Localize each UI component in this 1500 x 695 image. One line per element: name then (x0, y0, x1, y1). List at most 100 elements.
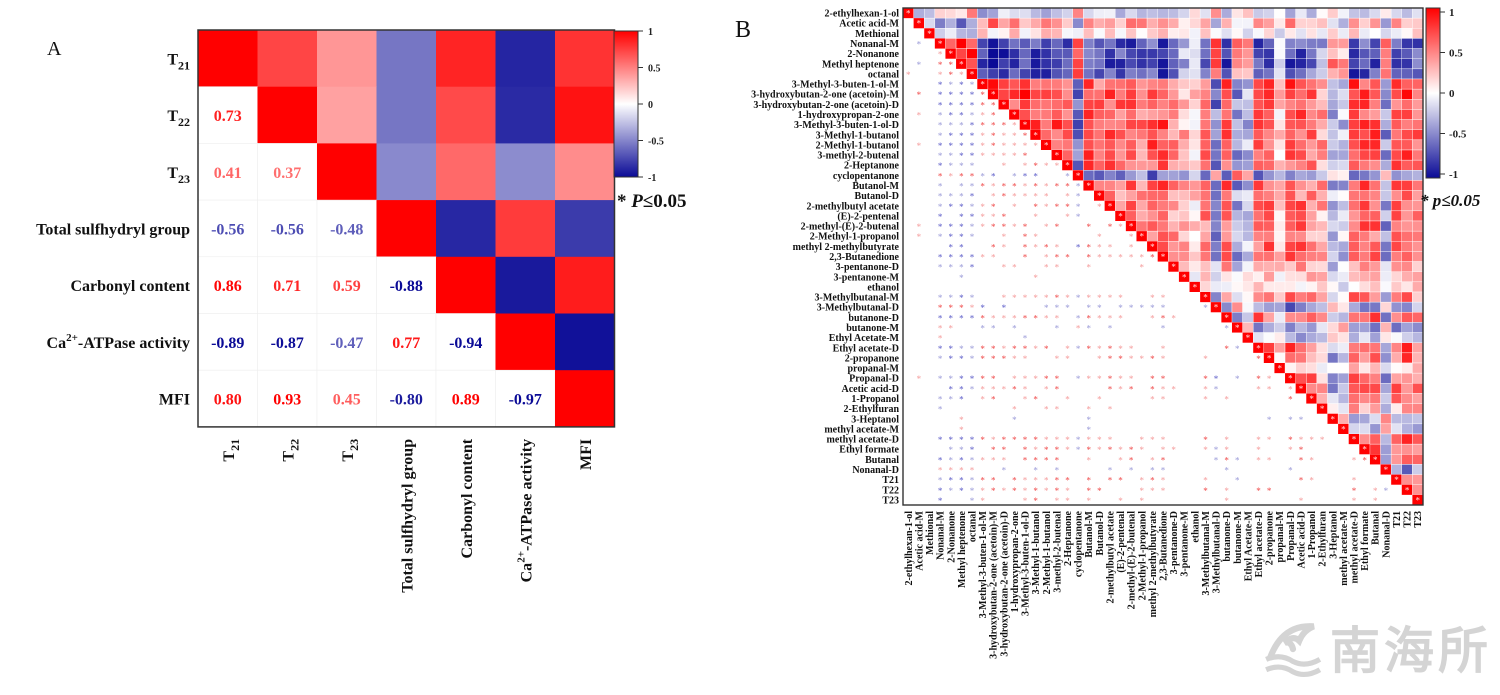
heatmap-b-cell (1263, 68, 1275, 80)
heatmap-b-cell (1040, 109, 1052, 120)
heatmap-b-cell (1401, 464, 1413, 475)
heatmap-b-cell (1359, 28, 1371, 39)
heatmap-b-cell (1274, 78, 1286, 90)
heatmap-b-significance-star: * (949, 354, 954, 364)
heatmap-b-significance-note: * p≤0.05 (1420, 191, 1481, 210)
heatmap-b-cell (1295, 291, 1307, 303)
heatmap-b-significance-star: * (1140, 253, 1145, 263)
heatmap-a-coefficient-label: -0.56 (211, 221, 244, 238)
heatmap-b-cell (1263, 129, 1275, 141)
heatmap-b-cell (1199, 7, 1211, 19)
heatmap-b-cell (1274, 159, 1286, 171)
heatmap-b-cell (1210, 261, 1222, 272)
heatmap-b-cell (1316, 17, 1328, 29)
heatmap-b-cell (1019, 68, 1031, 80)
heatmap-a-empty-cell (376, 256, 437, 314)
heatmap-b-significance-star: * (959, 395, 964, 405)
heatmap-b-cell (1359, 383, 1371, 394)
heatmap-b-cell (1263, 210, 1275, 222)
heatmap-b-significance-star: * (1352, 496, 1357, 506)
heatmap-b-significance-star: * (938, 131, 943, 141)
heatmap-b-cell (1178, 109, 1190, 120)
heatmap-b-cell (1157, 28, 1169, 39)
heatmap-b-significance-star: * (1108, 253, 1113, 263)
heatmap-b-significance-star: * (1235, 374, 1240, 384)
heatmap-b-cell (1199, 48, 1211, 59)
heatmap-b-significance-star: * (1023, 161, 1028, 171)
heatmap-b-cell (1369, 372, 1381, 384)
heatmap-b-cell (1359, 200, 1371, 212)
heatmap-b-cell (1168, 119, 1180, 130)
heatmap-b-significance-star: * (1288, 395, 1293, 405)
heatmap-b-cell (1242, 38, 1254, 49)
heatmap-b-cell (1412, 423, 1424, 435)
heatmap-b-cell (1263, 17, 1275, 29)
heatmap-b-cell (1115, 17, 1127, 29)
heatmap-b-significance-star: * (1086, 425, 1091, 435)
heatmap-b-cell (934, 17, 946, 29)
heatmap-b-significance-star: * (949, 445, 954, 455)
heatmap-b-cell (1348, 78, 1360, 90)
heatmap-b-significance-star: * (970, 171, 975, 181)
heatmap-b-significance-star: * (938, 476, 943, 486)
heatmap-b-cell (1199, 281, 1211, 293)
heatmap-a-coefficient-label: -0.88 (390, 278, 423, 295)
heatmap-b-cell (1348, 271, 1360, 283)
heatmap-b-cell (1231, 190, 1243, 201)
heatmap-b-significance-star: * (1033, 435, 1038, 445)
heatmap-b-cell (1412, 312, 1424, 323)
heatmap-b-cell (1093, 58, 1105, 70)
heatmap-b-cell (1401, 68, 1413, 80)
heatmap-b-significance-star: * (1044, 384, 1049, 394)
heatmap-b-cell (1284, 230, 1296, 242)
heatmap-b-significance-star: * (1055, 151, 1060, 161)
heatmap-b-cell (1274, 58, 1286, 70)
heatmap-b-significance-star: * (980, 80, 985, 90)
heatmap-b-significance-star: * (938, 100, 943, 110)
heatmap-b-cell (1253, 332, 1265, 343)
heatmap-b-cell (1189, 88, 1201, 100)
heatmap-b-column-label: butanone-D (1222, 511, 1233, 562)
heatmap-b-significance-star: * (1224, 344, 1229, 354)
heatmap-b-cell (1401, 312, 1413, 323)
heatmap-b-cell (1231, 251, 1243, 262)
heatmap-b-cell (1369, 220, 1381, 232)
heatmap-b-significance-star: * (1033, 466, 1038, 476)
heatmap-a-empty-cell (435, 313, 496, 371)
heatmap-b-significance-star: * (1012, 222, 1017, 232)
heatmap-b-cell (1115, 38, 1127, 49)
heatmap-b-cell (1189, 190, 1201, 201)
heatmap-b-column-label: 2-propanone (1265, 510, 1276, 565)
heatmap-b-cell (1242, 200, 1254, 212)
heatmap-b-row-label: Ethyl acetate-D (833, 343, 899, 354)
heatmap-b-diagonal-cell (1221, 312, 1232, 323)
heatmap-b-cell (1093, 170, 1105, 181)
watermark-text: 南海所 (1330, 622, 1492, 680)
heatmap-b-cell (1253, 38, 1265, 49)
heatmap-b-cell (1019, 7, 1031, 19)
heatmap-b-significance-star: * (1214, 384, 1219, 394)
heatmap-b-cell (1412, 342, 1424, 354)
heatmap-b-cell (1401, 332, 1413, 343)
heatmap-b-cell (1263, 48, 1275, 59)
heatmap-b-cell (1274, 200, 1286, 212)
heatmap-b-cell (1083, 58, 1095, 70)
heatmap-b-cell (955, 7, 967, 19)
heatmap-b-cell (1390, 210, 1402, 222)
heatmap-b-significance-star: * (980, 354, 985, 364)
heatmap-b-significance-star: * (1076, 344, 1081, 354)
heatmap-b-cell (1380, 403, 1392, 414)
heatmap-b-row-label: Acetic acid-M (839, 19, 899, 30)
heatmap-b-significance-star: * (1044, 242, 1049, 252)
heatmap-b-cell (1242, 190, 1254, 201)
heatmap-b-cell (1221, 88, 1233, 100)
heatmap-b-cell (1093, 139, 1105, 151)
heatmap-b-cell (1412, 322, 1424, 333)
heatmap-b-cell (1327, 180, 1339, 191)
heatmap-b-cell (1189, 48, 1201, 59)
heatmap-b-cell (1390, 443, 1402, 455)
heatmap-b-cell (1178, 190, 1190, 201)
heatmap-b-cell (1412, 301, 1424, 313)
heatmap-b-diagonal-cell (1369, 454, 1381, 465)
heatmap-b-cell (1327, 271, 1339, 283)
